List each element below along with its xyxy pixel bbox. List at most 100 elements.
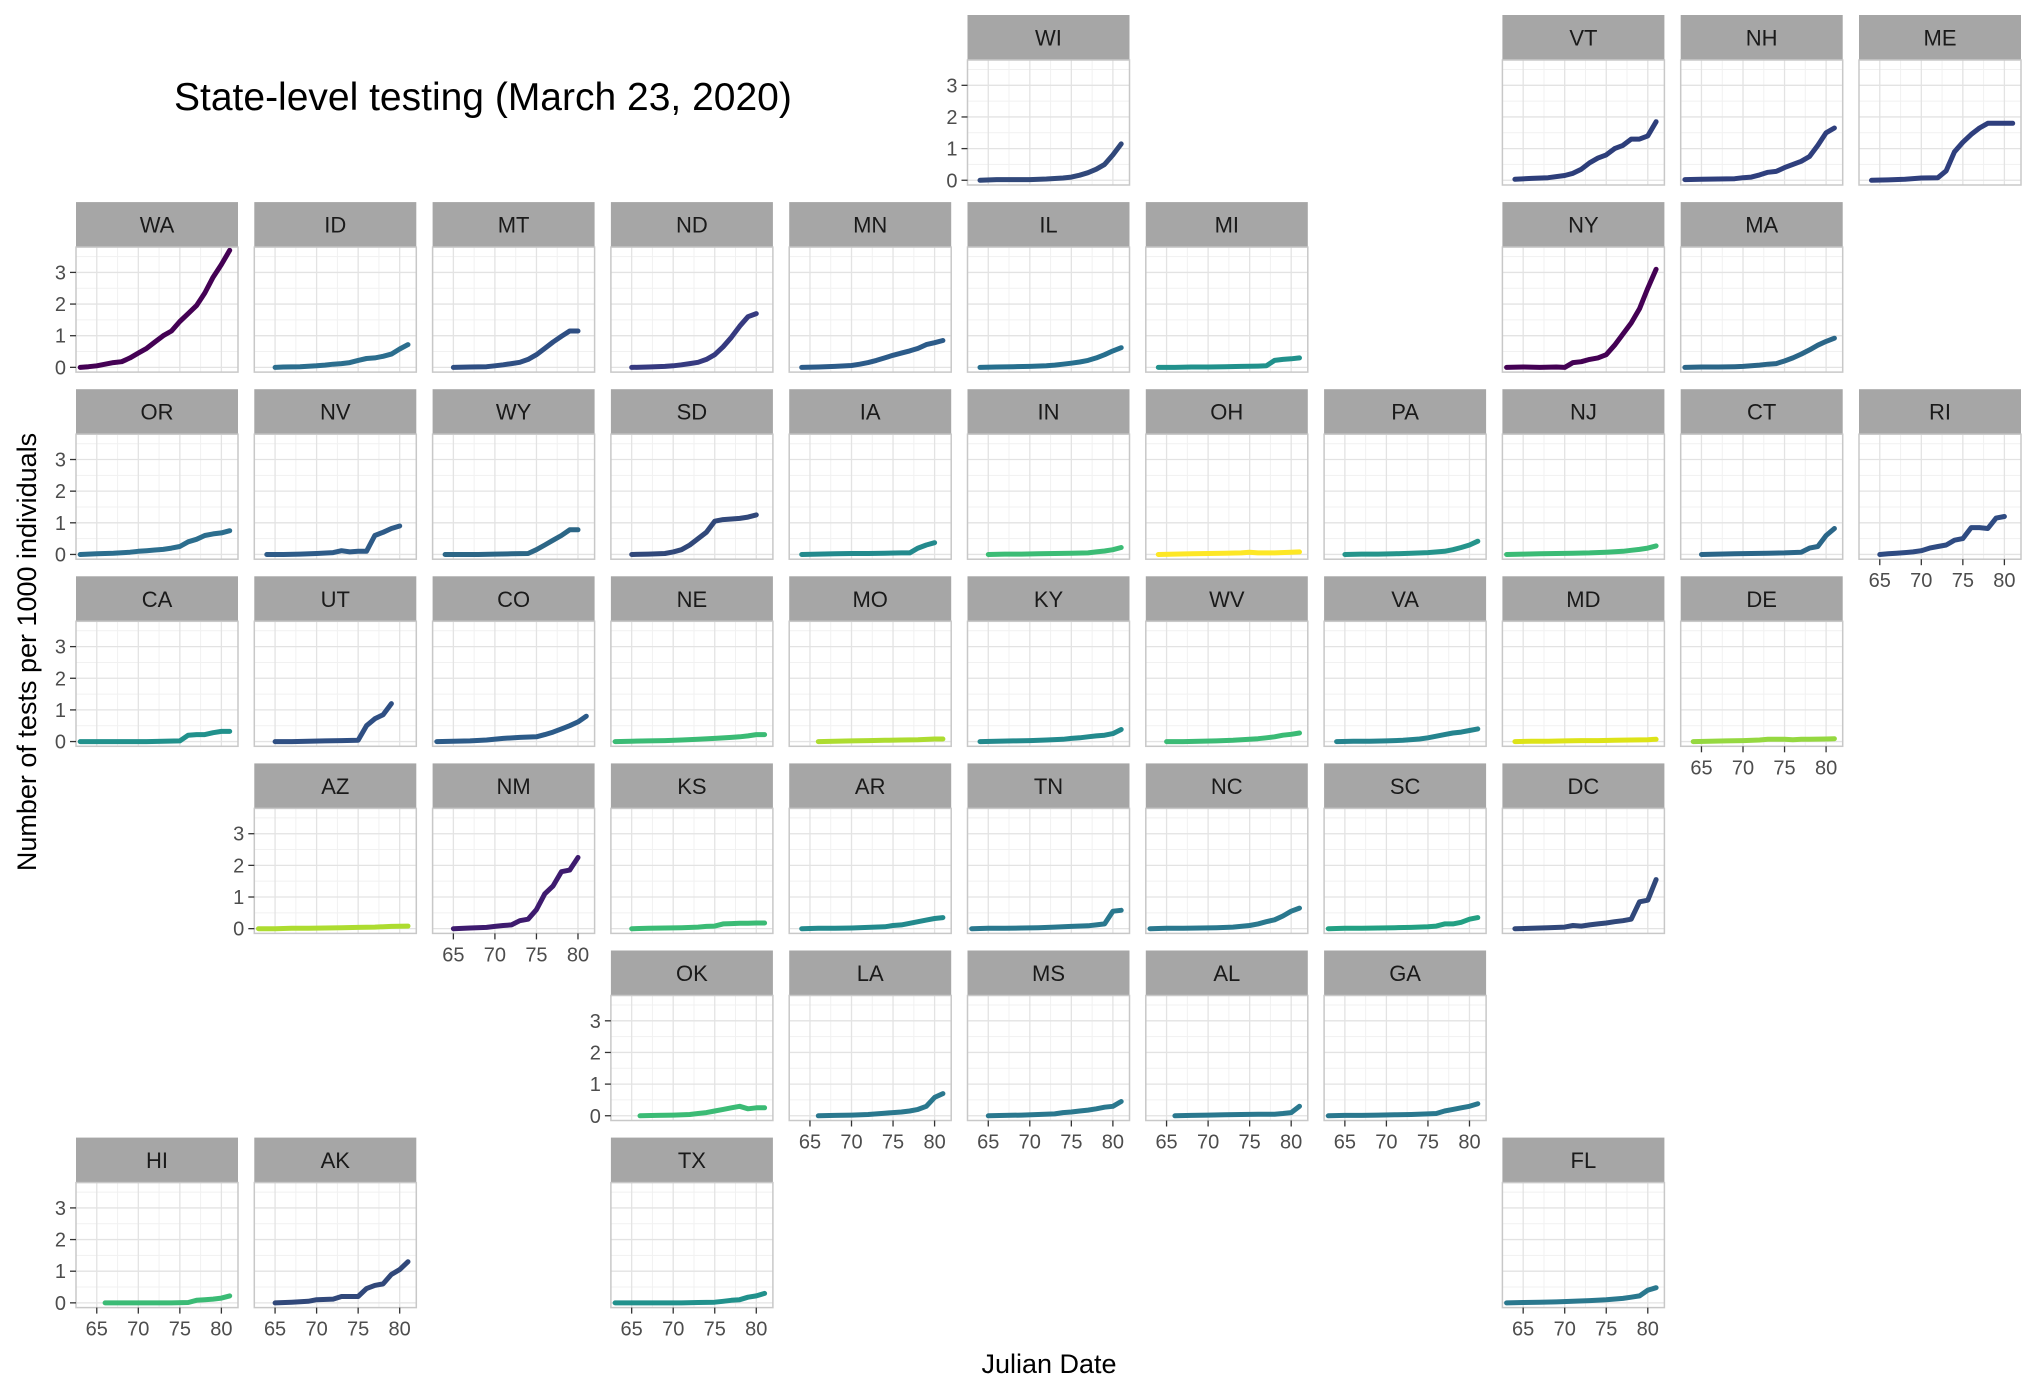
panel-strip bbox=[254, 576, 417, 622]
series-line-nc bbox=[1147, 905, 1302, 932]
panel-plot-area bbox=[254, 1182, 417, 1308]
panel-border bbox=[610, 246, 774, 373]
y-tick-label: 1 bbox=[233, 887, 244, 909]
series-line-mt bbox=[450, 328, 581, 370]
series-line-ak bbox=[272, 1259, 411, 1306]
series-line-mn bbox=[799, 338, 946, 370]
panel-strip-label: MS bbox=[1032, 961, 1065, 986]
panel-strip bbox=[610, 576, 773, 622]
panel-strip bbox=[967, 763, 1130, 809]
x-tick-label: 75 bbox=[704, 1319, 726, 1341]
panel-plot-area bbox=[967, 995, 1130, 1121]
panel-nc: NC bbox=[1145, 763, 1309, 935]
series-line-va bbox=[1334, 726, 1481, 745]
panel-border bbox=[431, 620, 596, 748]
series-line-ne bbox=[612, 732, 768, 745]
y-tick-label: 2 bbox=[946, 107, 957, 129]
panel-border bbox=[1501, 620, 1666, 748]
panel-strip-label: MI bbox=[1215, 213, 1239, 238]
panel-strip-label: GA bbox=[1389, 961, 1421, 986]
y-tick-label: 2 bbox=[590, 1042, 601, 1064]
panel-plot-area bbox=[254, 434, 417, 560]
panel-plot-area bbox=[1859, 434, 2021, 560]
panel-border bbox=[1145, 994, 1309, 1122]
panel-border bbox=[1145, 433, 1309, 560]
panel-nv: NV bbox=[253, 389, 418, 560]
panel-strip-label: NH bbox=[1746, 26, 1778, 51]
x-tick-label: 75 bbox=[169, 1319, 191, 1341]
panel-tn: TN bbox=[966, 763, 1131, 935]
panel-strip-label: WY bbox=[496, 400, 532, 425]
x-tick-label: 65 bbox=[977, 1132, 999, 1154]
series-line-sc bbox=[1325, 915, 1481, 932]
panel-strip-label: VA bbox=[1391, 587, 1419, 612]
x-tick-label: 80 bbox=[1815, 757, 1837, 779]
panel-strip bbox=[1680, 202, 1843, 248]
x-tick-label: 65 bbox=[1334, 1132, 1356, 1154]
panel-ia: IA bbox=[788, 389, 952, 560]
y-tick-label: 1 bbox=[55, 1261, 66, 1283]
panel-plot-area bbox=[1680, 621, 1843, 747]
x-tick-label: 80 bbox=[923, 1132, 945, 1154]
panel-strip-label: MA bbox=[1745, 213, 1778, 238]
panel-strip bbox=[1502, 576, 1665, 622]
panel-strip-label: NC bbox=[1211, 774, 1243, 799]
panel-plot-area bbox=[1680, 60, 1843, 185]
panel-plot-area bbox=[1145, 621, 1308, 747]
series-line-ia bbox=[799, 540, 938, 557]
x-tick-label: 65 bbox=[1690, 757, 1712, 779]
panel-border bbox=[1858, 433, 2022, 560]
panel-border bbox=[1858, 59, 2022, 186]
panel-border bbox=[966, 807, 1131, 935]
panel-strip bbox=[1502, 763, 1665, 809]
x-tick-label: 80 bbox=[745, 1319, 767, 1341]
x-tick-label: 65 bbox=[1155, 1132, 1177, 1154]
x-tick-label: 70 bbox=[1910, 570, 1932, 592]
panel-plot-area bbox=[1145, 247, 1308, 373]
series-line-ct bbox=[1699, 526, 1837, 557]
y-tick-label: 1 bbox=[55, 513, 66, 535]
series-line-vt bbox=[1512, 119, 1659, 182]
series-line-dc bbox=[1512, 877, 1659, 932]
series-line-mo bbox=[815, 736, 946, 745]
y-tick-label: 2 bbox=[55, 481, 66, 503]
series-line-la bbox=[815, 1091, 946, 1119]
series-line-ny bbox=[1504, 266, 1659, 370]
panel-in: IN bbox=[966, 389, 1131, 560]
panel-strip-label: LA bbox=[857, 961, 884, 986]
panel-border bbox=[788, 620, 952, 748]
panel-border bbox=[788, 433, 952, 560]
series-line-nh bbox=[1682, 125, 1837, 183]
x-tick-label: 80 bbox=[567, 944, 589, 966]
panel-plot-area bbox=[76, 1182, 238, 1308]
panel-de: DE 65 70 75 80 bbox=[1679, 576, 1844, 779]
series-line-tn bbox=[969, 907, 1124, 932]
panel-plot-area bbox=[789, 808, 952, 934]
x-tick-label: 80 bbox=[389, 1319, 411, 1341]
panel-plot-area bbox=[1502, 1182, 1665, 1308]
panel-border bbox=[1323, 433, 1487, 560]
panel-nd: ND bbox=[610, 202, 774, 373]
panel-plot-area bbox=[967, 621, 1130, 747]
y-tick-label: 3 bbox=[55, 450, 66, 472]
panel-plot-area bbox=[1145, 995, 1308, 1121]
panel-strip-label: OR bbox=[141, 400, 174, 425]
panel-border bbox=[431, 246, 596, 373]
panel-ne: NE bbox=[610, 576, 774, 748]
panel-plot-area bbox=[610, 1182, 773, 1308]
series-line-ok bbox=[637, 1103, 768, 1119]
panel-strip bbox=[254, 202, 417, 248]
y-tick-label: 2 bbox=[55, 1230, 66, 1252]
panel-strip bbox=[610, 763, 773, 809]
y-tick-label: 1 bbox=[55, 700, 66, 722]
y-tick-label: 0 bbox=[233, 919, 244, 941]
panel-ky: KY bbox=[966, 576, 1131, 748]
panel-va: VA bbox=[1323, 576, 1487, 748]
y-tick-label: 3 bbox=[55, 262, 66, 284]
series-line-fl bbox=[1504, 1285, 1659, 1306]
x-tick-label: 75 bbox=[1239, 1132, 1261, 1154]
panel-mt: MT bbox=[431, 202, 596, 373]
panel-tx: TX 65 70 75 80 bbox=[610, 1137, 774, 1341]
panel-border bbox=[1501, 59, 1666, 186]
